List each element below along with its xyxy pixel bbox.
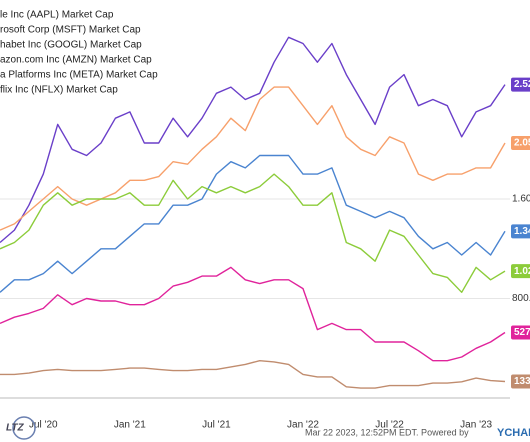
x-tick-label: Jul '21 [202,420,231,431]
legend-entry: a Platforms Inc (META) Market Cap [0,70,158,81]
series-line [0,154,506,293]
brand: YCHARTS [497,427,530,439]
legend-entry: habet Inc (GOOGL) Market Cap [0,40,142,51]
y-tick-label: 800. [512,293,530,304]
x-tick-label: Jul '22 [375,420,404,431]
grid: 1.60 800. Jul '20 Jan '21 Jul '21 Jan '22 Jul … [0,194,530,431]
logo: LTZ [6,423,24,434]
value-label: 133 [514,376,530,387]
legend-entry: le Inc (AAPL) Market Cap [0,10,114,21]
value-label: 2.05 [514,138,530,149]
value-label: 527 [514,327,530,338]
x-tick-label: Jan '22 [287,420,319,431]
value-label-box [511,224,530,239]
series-line [0,173,506,293]
series-line [0,360,506,389]
x-tick-label: Jan '23 [460,420,492,431]
value-label-box [511,374,530,389]
series-line [0,86,506,231]
value-label: 1.34 [514,226,530,237]
value-label-box [511,264,530,279]
value-label: 2.52 [514,79,530,90]
series-line [0,36,506,244]
x-tick-label: Jul '20 [29,420,58,431]
plot [0,36,506,389]
value-label-box [511,136,530,151]
x-tick-label: Jan '21 [114,420,146,431]
y-tick-label: 1.60 [512,194,530,205]
legend: le Inc (AAPL) Market Cap rosoft Corp (MSF… [0,10,158,96]
value-label-box [511,325,530,340]
legend-entry: flix Inc (NFLX) Market Cap [0,85,118,96]
series-line [0,266,506,362]
footer: Mar 22 2023, 12:52PM EDT. Powered by [305,427,469,437]
logo-ring [12,416,36,440]
value-label: 1.02 [514,266,530,277]
legend-entry: rosoft Corp (MSFT) Market Cap [0,25,141,36]
value-labels: 2.52 2.05 1.34 1.02 527 133 [511,77,530,389]
legend-entry: azon.com Inc (AMZN) Market Cap [0,55,152,66]
value-label-box [511,77,530,92]
